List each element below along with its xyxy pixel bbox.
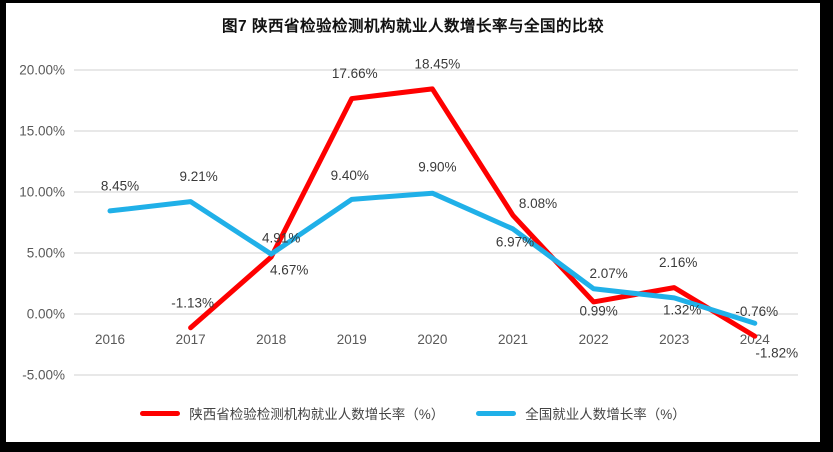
legend-swatch-red-line-icon: [140, 410, 181, 416]
legend: 陕西省检验检测机构就业人数增长率（%） 全国就业人数增长率（%）: [6, 401, 820, 425]
series-line-1: [107, 190, 758, 326]
data-label: -1.13%: [171, 295, 214, 310]
chart-title: 图7 陕西省检验检测机构就业人数增长率与全国的比较: [222, 18, 604, 35]
legend-swatch-blue-line-icon: [476, 410, 517, 416]
data-label: -0.76%: [735, 304, 778, 319]
series-line-0: [188, 86, 758, 339]
x-tick-label: 2016: [95, 332, 125, 347]
chart-canvas: 20.00% 15.00% 10.00% 5.00% 0.00% -5.00% 2016 20…: [19, 56, 798, 383]
data-label: 2.16%: [659, 255, 697, 270]
data-label: 2.07%: [589, 266, 627, 281]
chart-area: 图7 陕西省检验检测机构就业人数增长率与全国的比较 20.00% 15.00% 10…: [6, 3, 820, 442]
x-tick-label: 2023: [659, 332, 689, 347]
legend-item-national: 全国就业人数增长率（%）: [476, 403, 686, 423]
y-tick-label: 15.00%: [19, 124, 65, 139]
x-tick-label: 2024: [740, 332, 771, 347]
x-tick-label: 2021: [498, 332, 528, 347]
y-tick-label: 10.00%: [19, 185, 65, 200]
x-tick-label: 2020: [417, 332, 447, 347]
data-label: 18.45%: [415, 56, 461, 71]
data-label: 6.97%: [496, 234, 534, 249]
y-tick-label: 20.00%: [19, 63, 65, 78]
data-label: -1.82%: [755, 346, 798, 361]
x-tick-label: 2022: [579, 332, 609, 347]
data-label: 9.40%: [331, 168, 369, 183]
legend-item-shaanxi: 陕西省检验检测机构就业人数增长率（%）: [140, 403, 444, 423]
x-tick-label: 2019: [337, 332, 367, 347]
data-label: 0.99%: [579, 303, 617, 318]
data-label: 1.32%: [663, 302, 701, 317]
data-label: 4.67%: [270, 263, 308, 278]
data-label: 8.45%: [101, 178, 139, 193]
x-tick-label: 2017: [176, 332, 206, 347]
data-label: 8.08%: [519, 196, 557, 211]
data-label: 9.21%: [179, 169, 217, 184]
data-label: 4.91%: [262, 231, 300, 246]
legend-label-shaanxi: 陕西省检验检测机构就业人数增长率（%）: [189, 407, 445, 422]
y-tick-label: -5.00%: [22, 368, 65, 383]
x-tick-label: 2018: [256, 332, 286, 347]
data-label: 9.90%: [418, 160, 456, 175]
y-tick-label: 0.00%: [27, 307, 65, 322]
y-tick-label: 5.00%: [27, 246, 65, 261]
data-label: 17.66%: [332, 66, 378, 81]
legend-label-national: 全国就业人数增长率（%）: [525, 407, 686, 422]
